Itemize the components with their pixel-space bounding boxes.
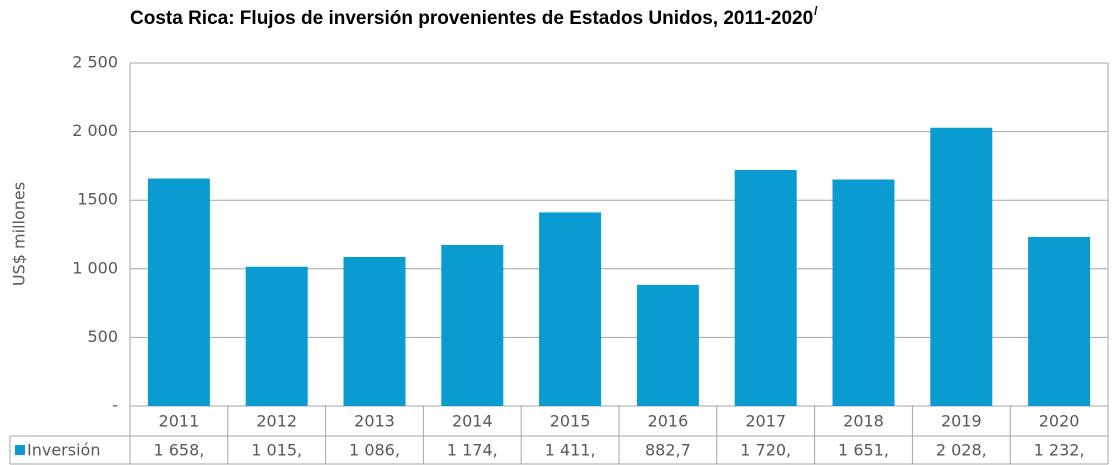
bar <box>245 266 308 406</box>
y-tick-label: 2 500 <box>72 53 118 72</box>
title-note: / <box>814 4 818 18</box>
y-tick-label: - <box>112 396 118 415</box>
bar <box>343 257 406 406</box>
y-tick-label: 1500 <box>77 190 118 209</box>
table-value: 1 174, <box>447 441 498 460</box>
y-tick-label: 1 000 <box>72 258 118 277</box>
table-value: 1 086, <box>349 441 400 460</box>
bar <box>539 212 602 406</box>
chart-title: Costa Rica: Flujos de inversión provenie… <box>130 8 813 29</box>
legend-swatch <box>15 445 25 455</box>
table-value: 882,7 <box>645 441 691 460</box>
bar <box>832 179 895 406</box>
x-tick-label: 2019 <box>941 412 982 431</box>
x-tick-label: 2011 <box>159 412 200 431</box>
x-tick-label: 2016 <box>648 412 689 431</box>
x-tick-label: 2020 <box>1039 412 1080 431</box>
table-value: 1 720, <box>740 441 791 460</box>
x-tick-label: 2018 <box>843 412 884 431</box>
table-value: 2 028, <box>936 441 987 460</box>
legend-label: Inversión <box>27 441 100 460</box>
table-value: 1 411, <box>545 441 596 460</box>
x-tick-label: 2012 <box>256 412 297 431</box>
bar <box>930 127 993 407</box>
x-tick-label: 2014 <box>452 412 493 431</box>
bar <box>147 178 210 406</box>
y-axis-label: US$ millones <box>10 182 29 286</box>
x-tick-label: 2013 <box>354 412 395 431</box>
y-tick-label: 2 000 <box>72 121 118 140</box>
x-tick-label: 2017 <box>745 412 786 431</box>
bar <box>734 170 797 406</box>
table-value: 1 658, <box>153 441 204 460</box>
x-tick-label: 2015 <box>550 412 591 431</box>
y-tick-label: 500 <box>87 327 118 346</box>
bar <box>441 244 504 406</box>
bar <box>1028 236 1091 406</box>
table-value: 1 651, <box>838 441 889 460</box>
bar <box>636 284 699 406</box>
table-value: 1 015, <box>251 441 302 460</box>
table-value: 1 232, <box>1034 441 1085 460</box>
